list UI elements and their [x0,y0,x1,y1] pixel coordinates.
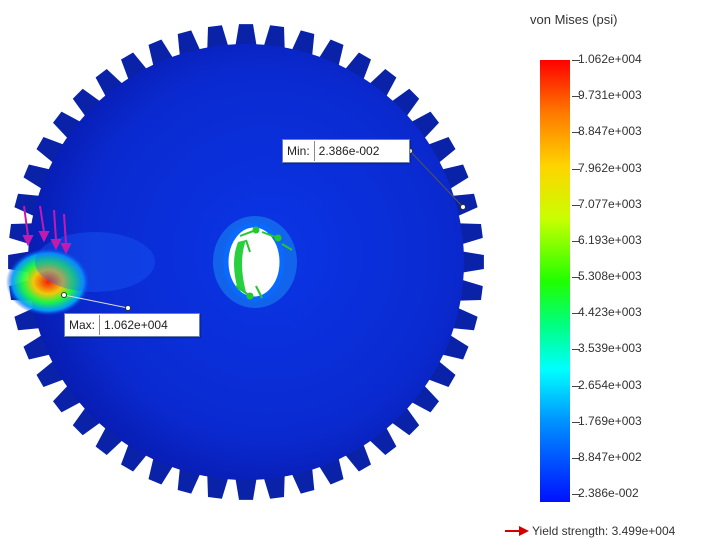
gear-tooth [53,383,84,413]
legend-tick [572,277,580,278]
yield-arrow-icon [505,526,529,536]
gear-tooth [367,69,397,100]
max-leader-line [63,294,129,309]
yield-strength-text: Yield strength: 3.499e+004 [532,524,676,538]
legend-tick [572,457,580,459]
gear-tooth [235,24,257,49]
legend-tick [572,96,580,98]
gear-tooth [263,472,285,499]
min-probe-value: 2.386e-002 [318,144,380,158]
gear-tooth [53,111,84,141]
gear-tooth [456,279,483,301]
legend-tick-label: 2.654e+003 [578,377,642,392]
load-arrows [22,205,72,255]
legend-tick [572,168,580,170]
legend-tick [572,421,580,423]
legend-tick-label: 3.539e+003 [578,341,642,356]
min-probe-key: Min: [287,141,315,161]
yield-strength-indicator: Yield strength: 3.499e+004 [505,524,675,538]
gear-tooth [263,25,285,52]
max-probe-key: Max: [69,315,101,335]
legend-tick [572,349,580,351]
max-probe-value: 1.062e+004 [104,318,168,332]
legend-tick [572,313,580,315]
legend-tick-label: 1.769e+003 [578,413,642,428]
legend-tick [572,204,580,206]
legend-tick-label: 9.731e+003 [578,88,642,103]
legend-title: von Mises (psi) [530,12,618,27]
legend-tick [572,240,580,242]
model-viewport[interactable]: Min: 2.386e-002 Max: 1.062e+004 [0,0,520,539]
legend-tick-label: 5.308e+003 [578,269,642,283]
min-leader-line [409,150,464,208]
gear-tooth [367,424,397,455]
legend-tick-label: 2.386e-002 [578,486,639,500]
min-probe-label[interactable]: Min: 2.386e-002 [282,139,410,163]
legend-tick-label: 7.077e+003 [578,196,642,211]
gear-model [6,24,484,500]
gear-tooth [95,424,125,455]
legend-tick [572,494,580,495]
gear-tooth [408,111,439,141]
legend-tick-label: 7.962e+003 [578,160,642,175]
gear-tooth [207,25,229,52]
bore-fixture-arrows [235,226,293,300]
bore-wall [234,240,246,292]
gear-tooth [235,475,257,500]
legend-tick [572,132,580,134]
legend-tick-label: 6.193e+003 [578,232,642,247]
max-probe-point-2 [125,305,131,311]
gear-tooth [389,88,420,119]
gear-tooth [95,69,125,100]
max-probe-label[interactable]: Max: 1.062e+004 [64,313,200,337]
legend-tick-label: 8.847e+003 [578,124,642,139]
legend-tick-label: 1.062e+004 [578,52,642,66]
gear-tooth [72,405,103,436]
gear-tooth [456,223,483,245]
gear-tooth [72,88,103,119]
min-probe-point-2 [460,204,466,210]
gear-tooth [389,405,420,436]
max-probe-point [61,292,67,298]
gear-tooth [408,383,439,413]
legend-tick-label: 4.423e+003 [578,305,642,320]
legend-tick [572,385,580,387]
gear-tooth [207,472,229,499]
stress-legend: von Mises (psi) 1.062e+004 9.731e+003 8.84… [520,0,711,539]
legend-tick-label: 8.847e+002 [578,449,642,464]
gear-tooth [459,251,484,273]
color-scale-bar [540,60,570,502]
legend-tick [572,60,580,61]
stress-hotspot [6,248,90,316]
